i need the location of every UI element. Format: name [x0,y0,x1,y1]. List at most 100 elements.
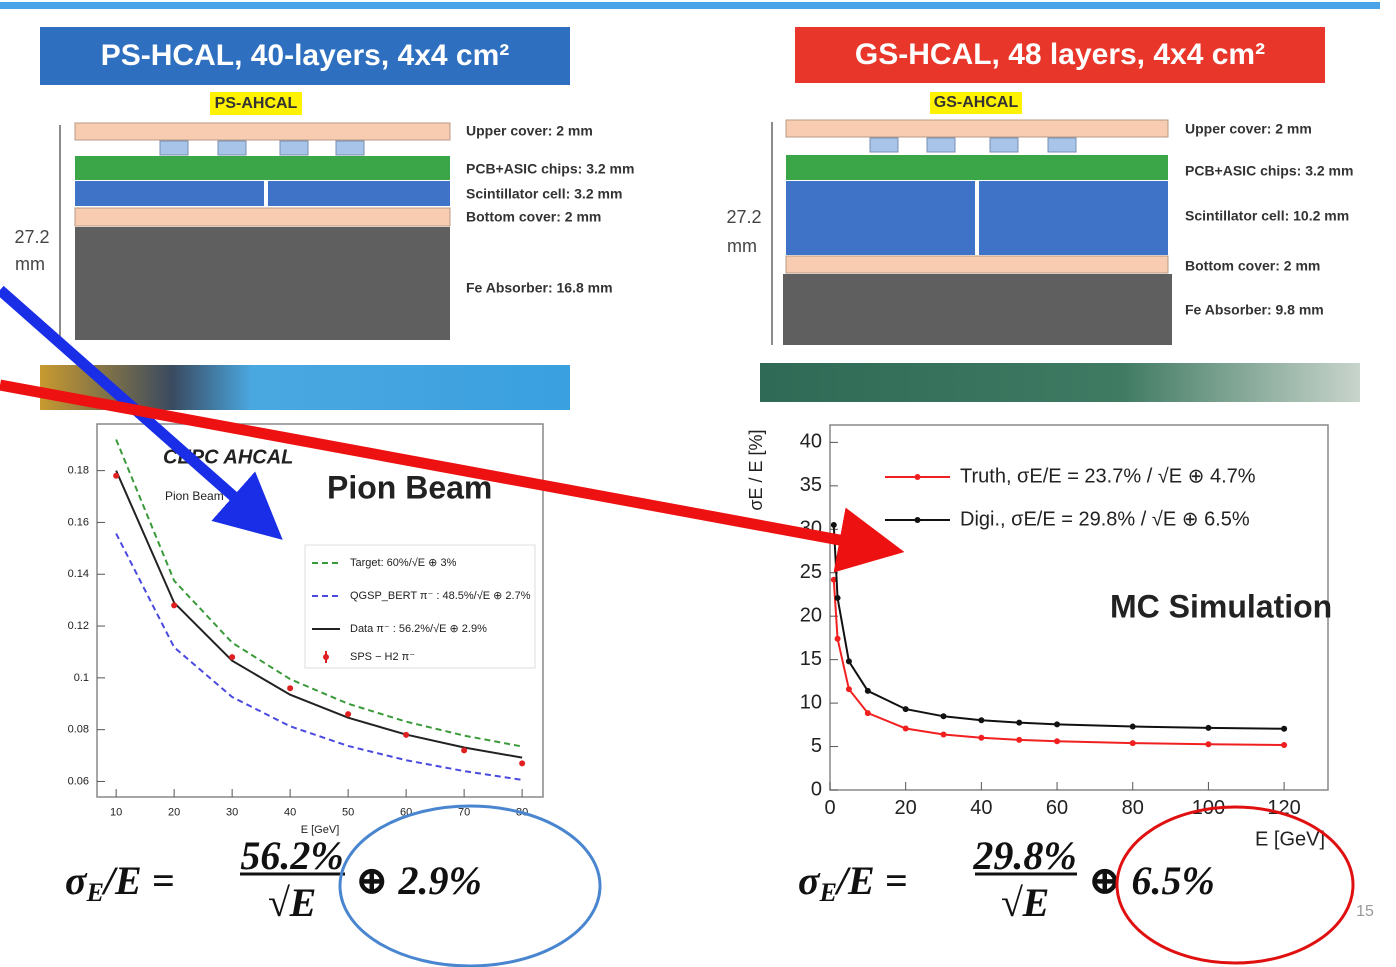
data-point [1016,720,1022,726]
legend-label: Digi., σE/E = 29.8% / √E ⊕ 6.5% [960,508,1250,530]
formula-lhs: σE/E = [798,858,908,907]
layer-label: PCB+ASIC chips: 3.2 mm [1185,163,1353,179]
header-title: GS-HCAL, 48 layers, 4x4 cm² [855,38,1265,71]
legend-label: Data π⁻ : 56.2%/√E ⊕ 2.9% [350,623,487,635]
y-tick-label: 0.16 [68,516,89,528]
diagram: GS-AHCAL 27.2 mm Upper cover: 2 mm PCB+A… [726,92,1353,345]
data-point [1205,725,1211,731]
height-label: 27.2 [14,227,49,247]
data-point [835,636,841,642]
data-point [903,725,909,731]
x-tick-label: 0 [824,797,835,819]
x-tick-label: 20 [168,807,180,819]
x-tick-label: 80 [1122,797,1144,819]
y-tick-label: 0.12 [68,620,89,632]
data-point [1016,737,1022,743]
y-tick-label: 20 [800,604,822,626]
data-point [903,706,909,712]
formula-numerator: 56.2% [240,833,343,878]
formula-term: ⊕ 2.9% [355,858,482,903]
data-point [978,735,984,741]
layer-label: Fe Absorber: 9.8 mm [1185,302,1324,318]
formula-denominator: √E [268,880,317,925]
legend-swatch [323,654,329,660]
data-point [846,658,852,664]
y-tick-label: 15 [800,648,822,670]
data-point [865,688,871,694]
layer-label: Scintillator cell: 3.2 mm [466,186,622,202]
y-tick-label: 0.14 [68,568,89,580]
legend-swatch [915,517,921,523]
data-point [1281,726,1287,732]
data-point [1130,724,1136,730]
data-point [941,731,947,737]
height-label: 27.2 [726,207,761,227]
data-point [345,711,351,717]
y-tick-label: 0.18 [68,465,89,477]
data-point [941,713,947,719]
data-point [1054,738,1060,744]
data-point [519,760,525,766]
data-point [1281,742,1287,748]
legend-label: Truth, σE/E = 23.7% / √E ⊕ 4.7% [960,465,1256,487]
y-tick-label: 35 [800,474,822,496]
data-point [113,473,119,479]
formula-lhs: σE/E = [65,858,175,907]
x-tick-label: 30 [226,807,238,819]
photo-strip [760,363,1360,402]
layer-label: Upper cover: 2 mm [466,123,593,139]
x-tick-label: 20 [895,797,917,819]
layer-label: PCB+ASIC chips: 3.2 mm [466,161,634,177]
y-axis-label: σE / E [%] [746,429,766,510]
x-tick-label: 40 [970,797,992,819]
header-title: PS-HCAL, 40-layers, 4x4 cm² [101,39,510,72]
data-point [287,685,293,691]
data-point [1130,740,1136,746]
diagram-title: GS-AHCAL [934,94,1019,111]
x-tick-label: 60 [1046,797,1068,819]
formula-term: ⊕ 6.5% [1088,858,1215,903]
y-tick-label: 0 [811,778,822,800]
y-tick-label: 10 [800,691,822,713]
x-tick-label: 10 [110,807,122,819]
data-point [1205,741,1211,747]
diagram: PS-AHCAL 27.2 mm Upper cover: 2 mm PCB+A… [14,92,634,340]
formula-numerator: 29.8% [972,833,1076,878]
y-tick-label: 5 [811,735,822,757]
legend-label: SPS − H2 π⁻ [350,651,415,663]
data-point [403,732,409,738]
data-point [171,602,177,608]
legend-swatch [915,474,921,480]
layer-label: Bottom cover: 2 mm [1185,258,1320,274]
data-point [461,747,467,753]
y-tick-label: 0.06 [68,775,89,787]
data-point [865,710,871,716]
slide: PS-HCAL, 40-layers, 4x4 cm² GS-HCAL, 48 … [0,0,1396,967]
annotation: MC Simulation [1110,588,1332,624]
y-tick-label: 0.08 [68,724,89,736]
annotation: Pion Beam [165,489,224,503]
y-tick-label: 0.1 [74,672,89,684]
data-point [978,717,984,723]
data-point [846,686,852,692]
height-unit: mm [727,236,757,256]
layer-label: Bottom cover: 2 mm [466,209,601,225]
data-point [835,595,841,601]
layer-label: Fe Absorber: 16.8 mm [466,280,613,296]
formula-denominator: √E [1001,880,1050,925]
legend-label: QGSP_BERT π⁻ : 48.5%/√E ⊕ 2.7% [350,590,531,602]
legend-label: Target: 60%/√E ⊕ 3% [350,557,457,569]
top-bar [0,2,1380,9]
x-tick-label: 120 [1267,797,1300,819]
layer-label: Upper cover: 2 mm [1185,121,1312,137]
x-tick-label: 70 [458,807,470,819]
layer-label: Scintillator cell: 10.2 mm [1185,208,1349,224]
x-tick-label: 40 [284,807,296,819]
page-number: 15 [1356,903,1374,920]
y-tick-label: 25 [800,561,822,583]
x-tick-label: 50 [342,807,354,819]
diagram-title: PS-AHCAL [215,95,298,112]
data-point [1054,721,1060,727]
data-point [229,654,235,660]
